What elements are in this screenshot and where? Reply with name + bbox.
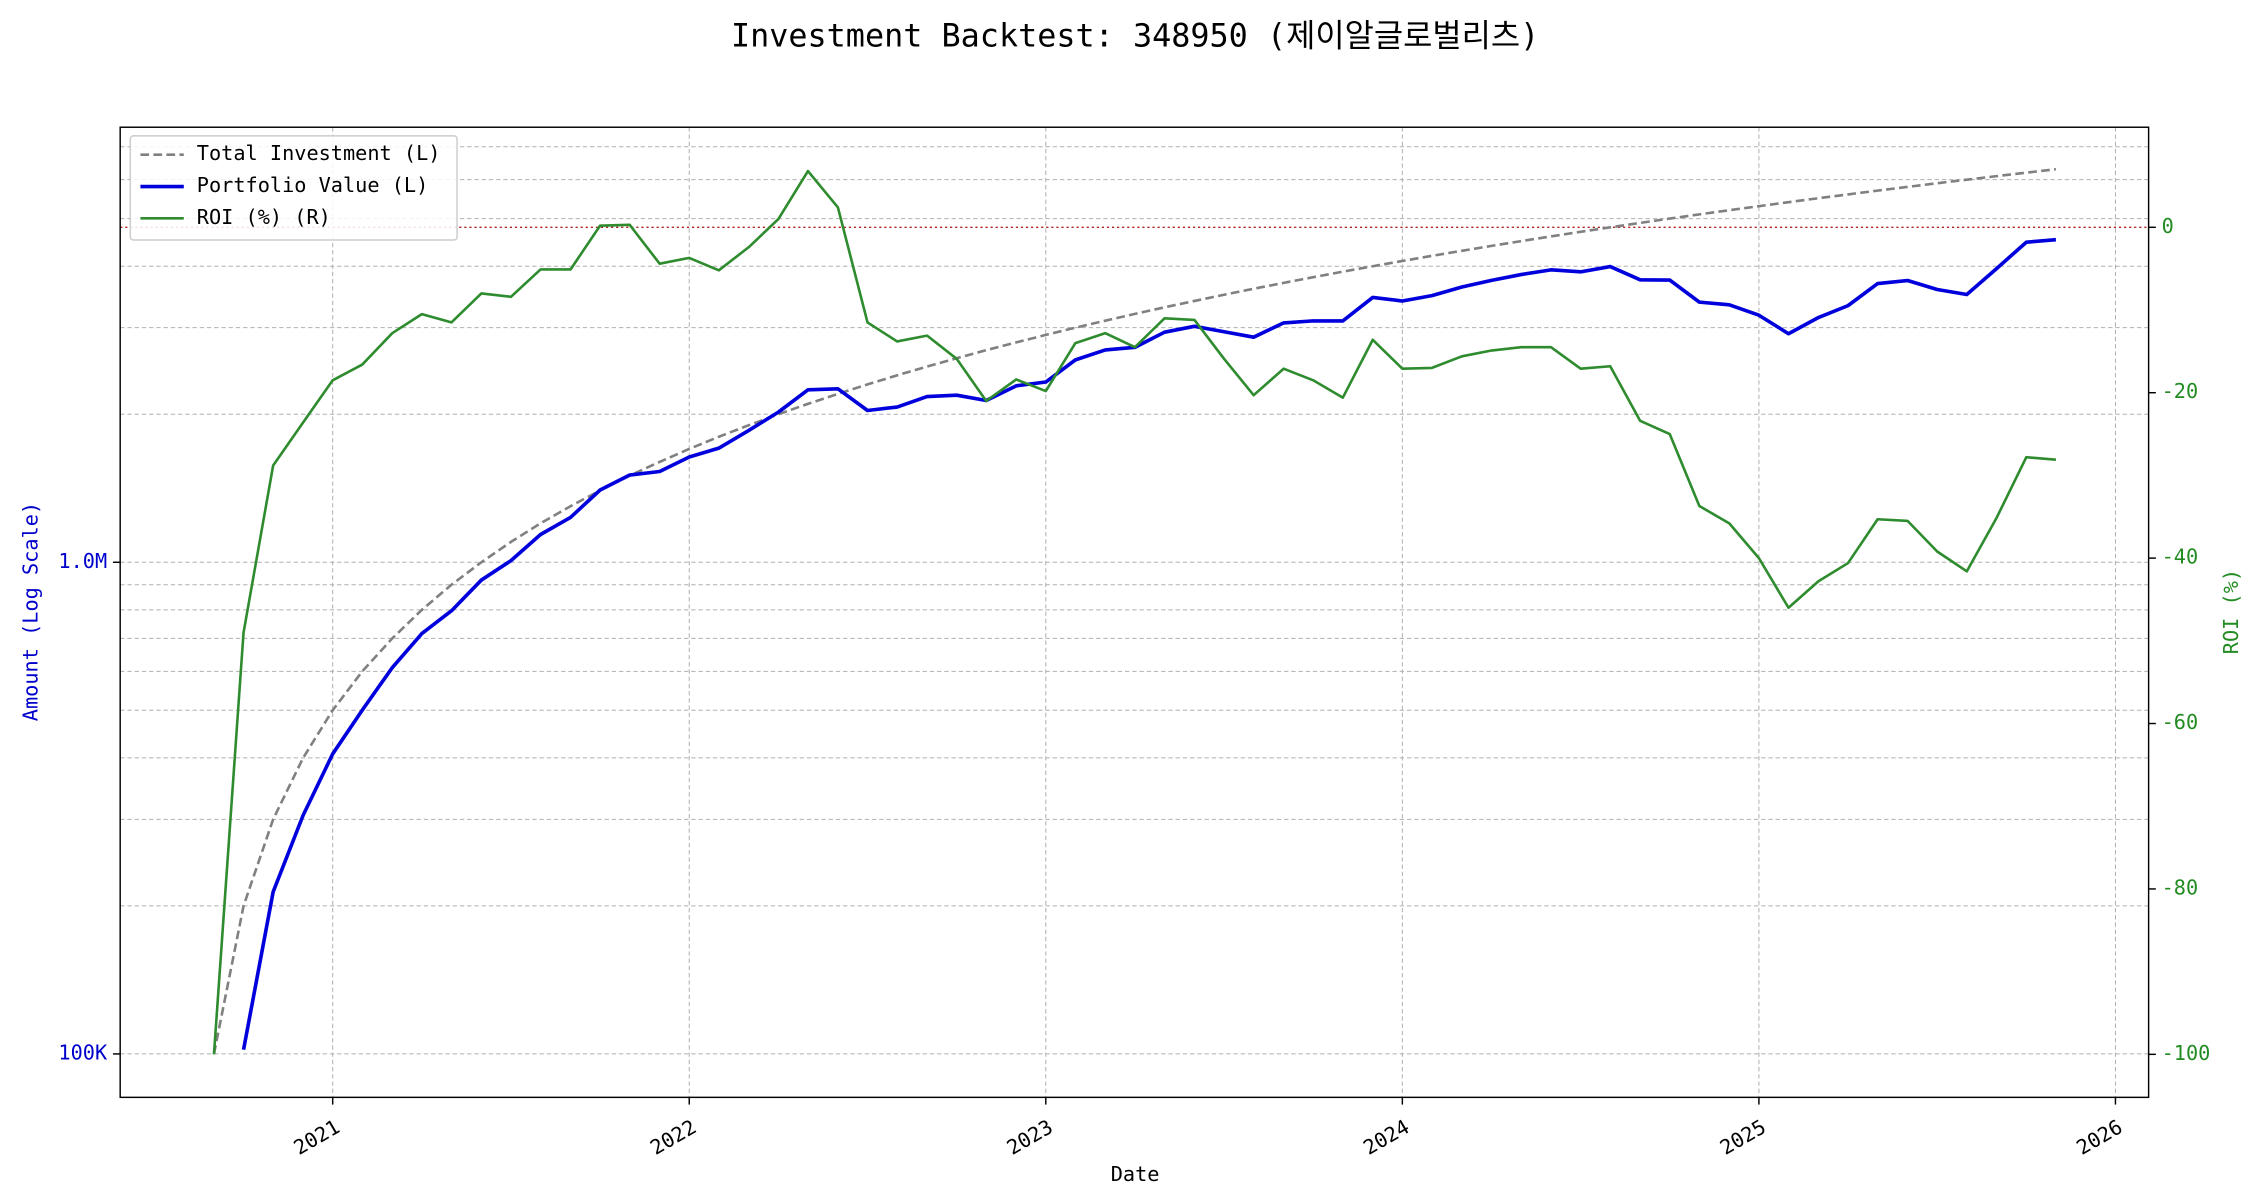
- legend-label: Portfolio Value (L): [197, 173, 428, 197]
- series-line: [212, 167, 2057, 1055]
- chart-title: Investment Backtest: 348950 (제이알글로벌리츠): [731, 18, 1539, 55]
- y-tick-label: 100K: [58, 1040, 108, 1064]
- x-tick-label: 2026: [2072, 1115, 2126, 1160]
- x-tick-label: 2023: [1003, 1115, 1057, 1160]
- legend-box: [129, 135, 458, 241]
- y-tick-label: 1.0M: [58, 549, 107, 573]
- y2-tick-label: -100: [2162, 1041, 2211, 1065]
- x-tick-label: 2025: [1716, 1115, 1770, 1160]
- y-axis-label: Amount (Log Scale): [18, 502, 42, 721]
- y2-tick-label: -40: [2162, 545, 2199, 569]
- plot-frame: [119, 126, 2150, 1099]
- y2-tick-label: -80: [2162, 875, 2199, 899]
- x-tick-label: 2021: [290, 1115, 344, 1160]
- x-tick-label: 2024: [1359, 1115, 1413, 1160]
- y2-tick-label: 0: [2162, 214, 2174, 238]
- legend-label: Total Investment (L): [197, 141, 441, 165]
- series-line: [212, 169, 2057, 1055]
- legend-label: ROI (%) (R): [197, 205, 331, 229]
- x-tick-label: 2022: [646, 1115, 700, 1160]
- y2-tick-label: -20: [2162, 379, 2199, 403]
- x-axis-label: Date: [1111, 1162, 1160, 1186]
- y2-axis-label: ROI (%): [2219, 569, 2243, 654]
- y2-tick-label: -60: [2162, 710, 2199, 734]
- series-line: [241, 237, 2057, 1051]
